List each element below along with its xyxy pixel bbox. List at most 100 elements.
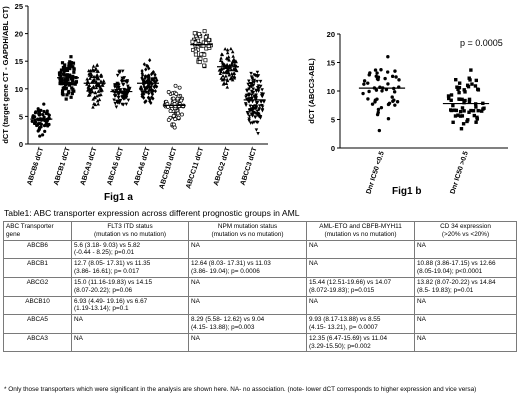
data-point (147, 91, 151, 96)
data-point (217, 68, 222, 72)
data-point (202, 29, 207, 34)
data-point (151, 69, 156, 75)
data-point (62, 67, 66, 71)
data-point (233, 66, 237, 70)
x-tick-label: ABCB1 dCT (53, 146, 72, 187)
data-point (113, 101, 118, 106)
cell-npm: 8.29 (5.58- 12.62) vs 9.04 (4.15- 13.88);… (188, 314, 307, 334)
cell-cd34: NA (414, 295, 517, 316)
data-point (451, 103, 455, 108)
data-point (35, 123, 39, 128)
data-point (247, 87, 251, 91)
data-point (90, 89, 95, 94)
data-point (116, 95, 121, 100)
data-point (260, 88, 264, 92)
data-point (146, 75, 150, 80)
data-point (390, 74, 395, 79)
data-point (91, 78, 96, 82)
data-point (168, 109, 173, 113)
data-point (370, 102, 375, 106)
data-point (99, 92, 103, 97)
data-point (248, 104, 253, 108)
data-point (125, 91, 130, 95)
data-point (120, 102, 124, 107)
data-point (202, 63, 207, 68)
data-point (91, 84, 96, 89)
data-point (451, 120, 455, 124)
data-point (226, 57, 230, 61)
data-point (254, 88, 259, 93)
y-tick-label: 20 (15, 30, 23, 39)
data-point (88, 91, 93, 95)
data-point (393, 103, 397, 107)
data-point (171, 113, 176, 118)
data-point (247, 119, 251, 123)
data-point (224, 81, 229, 85)
data-point (64, 97, 68, 101)
data-point (193, 52, 198, 57)
data-point (467, 97, 472, 102)
data-point (258, 104, 262, 108)
data-point (93, 102, 98, 107)
data-point (245, 88, 250, 93)
table-row: ABCB1 12.7 (8.05- 17.31) vs 11.35 (3.86- 1… (3, 258, 517, 278)
data-point (367, 73, 371, 77)
data-point (219, 56, 223, 60)
x-tick-label: Dnr IC50 >0.5 (449, 150, 469, 195)
data-point (249, 75, 254, 79)
data-series (190, 29, 213, 69)
data-point (476, 108, 480, 113)
data-point (120, 76, 124, 80)
cell-flt3: NA (71, 314, 189, 334)
data-point (140, 89, 144, 94)
x-tick-label: ABCC11 dCT (185, 146, 205, 190)
data-point (362, 82, 366, 86)
data-point (447, 96, 451, 101)
data-point (149, 72, 154, 77)
data-point (247, 114, 252, 119)
data-point (99, 74, 104, 78)
data-point (65, 73, 69, 77)
data-point (96, 102, 100, 106)
data-point (253, 115, 257, 119)
data-point (247, 85, 252, 89)
data-point (86, 93, 91, 97)
data-point (386, 116, 391, 121)
data-point (37, 111, 41, 115)
data-point (38, 134, 42, 138)
data-point (474, 120, 478, 124)
data-point (474, 105, 478, 109)
data-point (253, 95, 258, 99)
data-point (250, 90, 254, 95)
data-point (226, 55, 231, 59)
data-point (219, 52, 224, 56)
data-point (379, 105, 384, 110)
data-point (124, 89, 129, 93)
data-point (112, 98, 116, 102)
data-point (122, 87, 126, 92)
data-point (231, 58, 236, 62)
cell-flt3: 12.7 (8.05- 17.31) vs 11.35 (3.86- 16.61)… (71, 258, 189, 278)
data-point (90, 80, 94, 84)
cell-npm: NA (188, 276, 307, 297)
data-point (39, 108, 43, 112)
data-point (93, 90, 97, 95)
data-point (126, 84, 130, 88)
data-point (63, 78, 67, 82)
data-point (86, 84, 91, 89)
data-point (72, 82, 76, 86)
data-point (224, 74, 228, 78)
data-point (95, 94, 99, 98)
data-point (244, 103, 248, 107)
data-point (87, 68, 91, 73)
cell-cd34: 13.82 (8.07-20.22) vs 14.84 (8.5- 19.83);… (414, 276, 517, 297)
cell-flt3: NA (71, 332, 189, 353)
data-point (117, 100, 122, 104)
data-point (475, 117, 479, 121)
data-point (229, 46, 233, 51)
data-point (469, 108, 473, 113)
data-point (469, 68, 473, 72)
data-series (162, 83, 186, 130)
data-point (222, 76, 227, 81)
table-header-row: ABC Transporter gene FLT3 ITD status (muta… (3, 221, 517, 241)
